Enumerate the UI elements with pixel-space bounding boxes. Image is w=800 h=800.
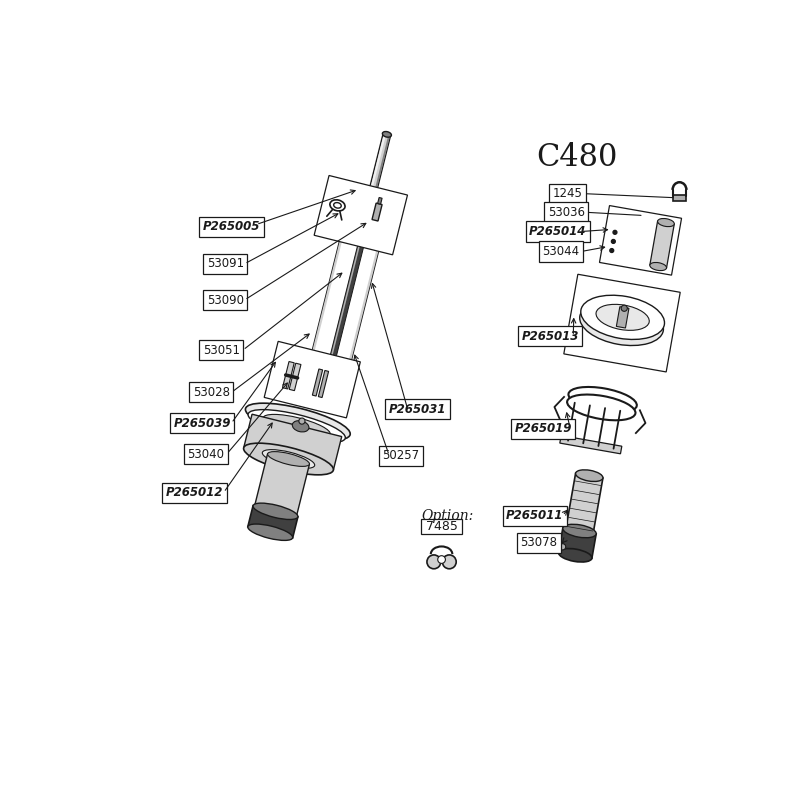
Text: P265005: P265005 [202, 220, 260, 234]
Ellipse shape [243, 443, 334, 475]
Text: P265014: P265014 [529, 225, 586, 238]
Text: 53078: 53078 [520, 536, 557, 549]
Polygon shape [566, 474, 603, 535]
FancyBboxPatch shape [421, 518, 462, 534]
Text: 53040: 53040 [187, 447, 225, 461]
Polygon shape [345, 198, 391, 378]
Polygon shape [564, 274, 680, 372]
Text: 1245: 1245 [553, 187, 582, 200]
Ellipse shape [299, 418, 305, 424]
Polygon shape [326, 198, 375, 371]
Ellipse shape [248, 410, 346, 442]
Text: 53044: 53044 [542, 245, 579, 258]
Ellipse shape [566, 526, 593, 538]
Circle shape [559, 544, 566, 550]
Text: P265013: P265013 [522, 330, 579, 342]
Ellipse shape [330, 200, 345, 211]
Text: 53036: 53036 [548, 206, 585, 218]
Ellipse shape [567, 394, 635, 420]
Ellipse shape [569, 387, 637, 413]
Text: P265012: P265012 [166, 486, 223, 499]
Text: 53028: 53028 [193, 386, 230, 399]
Text: P265031: P265031 [389, 403, 446, 416]
Polygon shape [341, 134, 386, 306]
Circle shape [611, 239, 615, 243]
Circle shape [613, 230, 617, 234]
Text: 53091: 53091 [206, 258, 244, 270]
Polygon shape [340, 134, 390, 307]
Polygon shape [308, 190, 355, 369]
Circle shape [442, 555, 456, 569]
Polygon shape [327, 198, 372, 370]
Polygon shape [378, 198, 382, 204]
Ellipse shape [558, 549, 592, 562]
Ellipse shape [263, 414, 330, 438]
Text: P265019: P265019 [514, 422, 572, 435]
Ellipse shape [267, 452, 310, 466]
Text: Option:: Option: [422, 509, 474, 522]
Circle shape [427, 555, 441, 569]
Ellipse shape [575, 470, 603, 482]
Polygon shape [308, 190, 391, 378]
Polygon shape [560, 435, 622, 454]
Text: 53090: 53090 [206, 294, 244, 306]
Ellipse shape [334, 202, 342, 208]
Text: P265039: P265039 [174, 417, 230, 430]
Ellipse shape [581, 295, 665, 339]
Polygon shape [248, 506, 298, 538]
Ellipse shape [262, 450, 314, 468]
Polygon shape [264, 342, 360, 418]
Polygon shape [599, 206, 682, 275]
Polygon shape [558, 528, 596, 558]
Ellipse shape [562, 524, 596, 538]
Polygon shape [290, 363, 301, 390]
Text: P265011: P265011 [506, 509, 563, 522]
Text: 7485: 7485 [426, 520, 458, 533]
Text: 53051: 53051 [203, 344, 240, 357]
Polygon shape [318, 370, 329, 398]
Text: 50257: 50257 [382, 449, 419, 462]
Ellipse shape [650, 262, 666, 270]
Polygon shape [314, 175, 407, 255]
Polygon shape [282, 362, 294, 389]
Circle shape [438, 556, 446, 563]
Ellipse shape [580, 302, 663, 346]
Circle shape [621, 305, 627, 311]
Polygon shape [372, 203, 382, 221]
Circle shape [610, 249, 614, 253]
Ellipse shape [595, 310, 648, 337]
Ellipse shape [382, 131, 391, 138]
Polygon shape [254, 454, 310, 517]
Polygon shape [616, 306, 629, 328]
Ellipse shape [658, 218, 674, 226]
Ellipse shape [253, 503, 298, 519]
Ellipse shape [292, 421, 309, 432]
Text: C480: C480 [537, 142, 618, 173]
Ellipse shape [248, 524, 293, 541]
Polygon shape [346, 134, 390, 307]
FancyBboxPatch shape [673, 194, 686, 201]
Ellipse shape [246, 403, 350, 440]
Polygon shape [650, 221, 674, 268]
Ellipse shape [596, 304, 650, 330]
Polygon shape [312, 369, 322, 396]
Polygon shape [244, 414, 342, 470]
